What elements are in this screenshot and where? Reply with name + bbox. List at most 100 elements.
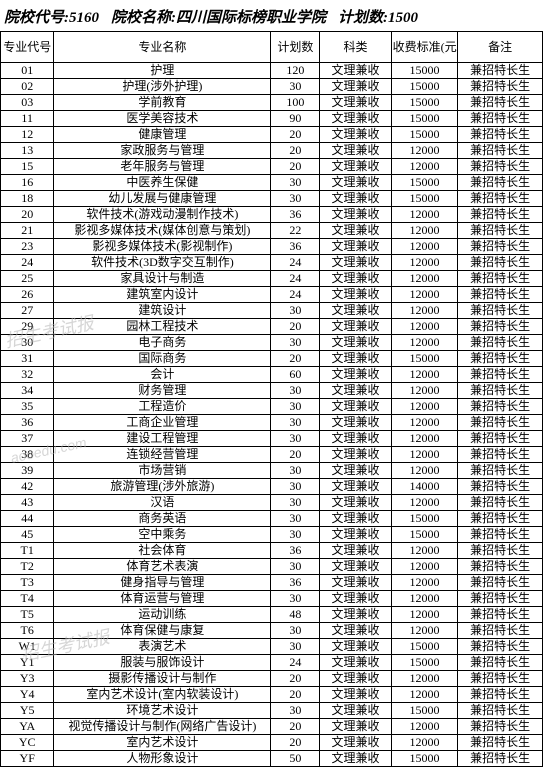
- cell-plan: 24: [271, 655, 320, 671]
- table-row: 11医学美容技术90文理兼收15000兼招特长生: [1, 111, 543, 127]
- cell-subject: 文理兼收: [320, 495, 391, 511]
- cell-subject: 文理兼收: [320, 351, 391, 367]
- cell-plan: 30: [271, 527, 320, 543]
- col-major-code: 专业代号: [1, 32, 54, 63]
- table-row: 20软件技术(游戏动漫制作技术)36文理兼收12000兼招特长生: [1, 207, 543, 223]
- table-row: Y1服装与服饰设计24文理兼收15000兼招特长生: [1, 655, 543, 671]
- cell-note: 兼招特长生: [458, 175, 543, 191]
- table-header-row: 专业代号 专业名称 计划数 科类 收费标准(元/年) 备注: [1, 32, 543, 63]
- cell-plan: 30: [271, 495, 320, 511]
- cell-name: 家政服务与管理: [54, 143, 271, 159]
- cell-name: 体育运营与管理: [54, 591, 271, 607]
- col-subject: 科类: [320, 32, 391, 63]
- cell-code: 02: [1, 79, 54, 95]
- cell-note: 兼招特长生: [458, 191, 543, 207]
- table-row: T4体育运营与管理30文理兼收12000兼招特长生: [1, 591, 543, 607]
- cell-name: 建筑室内设计: [54, 287, 271, 303]
- cell-subject: 文理兼收: [320, 703, 391, 719]
- cell-code: Y3: [1, 671, 54, 687]
- cell-subject: 文理兼收: [320, 79, 391, 95]
- cell-subject: 文理兼收: [320, 463, 391, 479]
- cell-note: 兼招特长生: [458, 735, 543, 751]
- cell-plan: 20: [271, 143, 320, 159]
- cell-note: 兼招特长生: [458, 415, 543, 431]
- cell-fee: 12000: [391, 559, 458, 575]
- cell-plan: 24: [271, 255, 320, 271]
- cell-code: 44: [1, 511, 54, 527]
- cell-fee: 12000: [391, 159, 458, 175]
- cell-name: 服装与服饰设计: [54, 655, 271, 671]
- cell-note: 兼招特长生: [458, 271, 543, 287]
- cell-subject: 文理兼收: [320, 271, 391, 287]
- cell-code: 39: [1, 463, 54, 479]
- cell-code: 11: [1, 111, 54, 127]
- cell-name: 影视多媒体技术(媒体创意与策划): [54, 223, 271, 239]
- cell-note: 兼招特长生: [458, 319, 543, 335]
- cell-note: 兼招特长生: [458, 607, 543, 623]
- cell-note: 兼招特长生: [458, 623, 543, 639]
- cell-plan: 20: [271, 735, 320, 751]
- cell-note: 兼招特长生: [458, 527, 543, 543]
- cell-fee: 15000: [391, 95, 458, 111]
- table-row: 03学前教育100文理兼收15000兼招特长生: [1, 95, 543, 111]
- cell-fee: 12000: [391, 287, 458, 303]
- table-body: 01护理120文理兼收15000兼招特长生02护理(涉外护理)30文理兼收150…: [1, 63, 543, 767]
- cell-fee: 12000: [391, 687, 458, 703]
- cell-subject: 文理兼收: [320, 159, 391, 175]
- col-plan: 计划数: [271, 32, 320, 63]
- cell-plan: 30: [271, 191, 320, 207]
- cell-subject: 文理兼收: [320, 543, 391, 559]
- cell-plan: 30: [271, 399, 320, 415]
- cell-code: 37: [1, 431, 54, 447]
- cell-name: 人物形象设计: [54, 751, 271, 767]
- cell-fee: 12000: [391, 367, 458, 383]
- cell-plan: 30: [271, 303, 320, 319]
- cell-subject: 文理兼收: [320, 655, 391, 671]
- cell-note: 兼招特长生: [458, 575, 543, 591]
- cell-fee: 12000: [391, 239, 458, 255]
- plan-total-label: 计划数:: [338, 10, 388, 26]
- school-name: 四川国际标榜职业学院: [176, 10, 326, 26]
- cell-code: Y4: [1, 687, 54, 703]
- cell-name: 园林工程技术: [54, 319, 271, 335]
- cell-subject: 文理兼收: [320, 127, 391, 143]
- table-row: T1社会体育36文理兼收12000兼招特长生: [1, 543, 543, 559]
- cell-subject: 文理兼收: [320, 447, 391, 463]
- cell-code: 26: [1, 287, 54, 303]
- cell-name: 环境艺术设计: [54, 703, 271, 719]
- cell-code: YF: [1, 751, 54, 767]
- cell-plan: 20: [271, 719, 320, 735]
- cell-fee: 15000: [391, 111, 458, 127]
- cell-subject: 文理兼收: [320, 191, 391, 207]
- cell-plan: 120: [271, 63, 320, 79]
- cell-note: 兼招特长生: [458, 639, 543, 655]
- cell-plan: 100: [271, 95, 320, 111]
- cell-name: 工程造价: [54, 399, 271, 415]
- cell-name: 会计: [54, 367, 271, 383]
- cell-subject: 文理兼收: [320, 63, 391, 79]
- cell-fee: 15000: [391, 351, 458, 367]
- cell-code: 24: [1, 255, 54, 271]
- cell-subject: 文理兼收: [320, 623, 391, 639]
- cell-subject: 文理兼收: [320, 671, 391, 687]
- table-row: 26建筑室内设计24文理兼收12000兼招特长生: [1, 287, 543, 303]
- table-row: W1表演艺术30文理兼收15000兼招特长生: [1, 639, 543, 655]
- cell-note: 兼招特长生: [458, 495, 543, 511]
- cell-plan: 24: [271, 287, 320, 303]
- cell-fee: 12000: [391, 623, 458, 639]
- table-row: 27建筑设计30文理兼收12000兼招特长生: [1, 303, 543, 319]
- cell-note: 兼招特长生: [458, 447, 543, 463]
- cell-fee: 15000: [391, 127, 458, 143]
- cell-code: W1: [1, 639, 54, 655]
- cell-fee: 12000: [391, 431, 458, 447]
- cell-plan: 36: [271, 575, 320, 591]
- header: 院校代号:5160 院校名称:四川国际标榜职业学院 计划数:1500: [0, 0, 543, 31]
- cell-subject: 文理兼收: [320, 303, 391, 319]
- cell-fee: 12000: [391, 543, 458, 559]
- cell-subject: 文理兼收: [320, 431, 391, 447]
- cell-fee: 15000: [391, 79, 458, 95]
- cell-code: 31: [1, 351, 54, 367]
- cell-code: 42: [1, 479, 54, 495]
- cell-note: 兼招特长生: [458, 367, 543, 383]
- cell-subject: 文理兼收: [320, 687, 391, 703]
